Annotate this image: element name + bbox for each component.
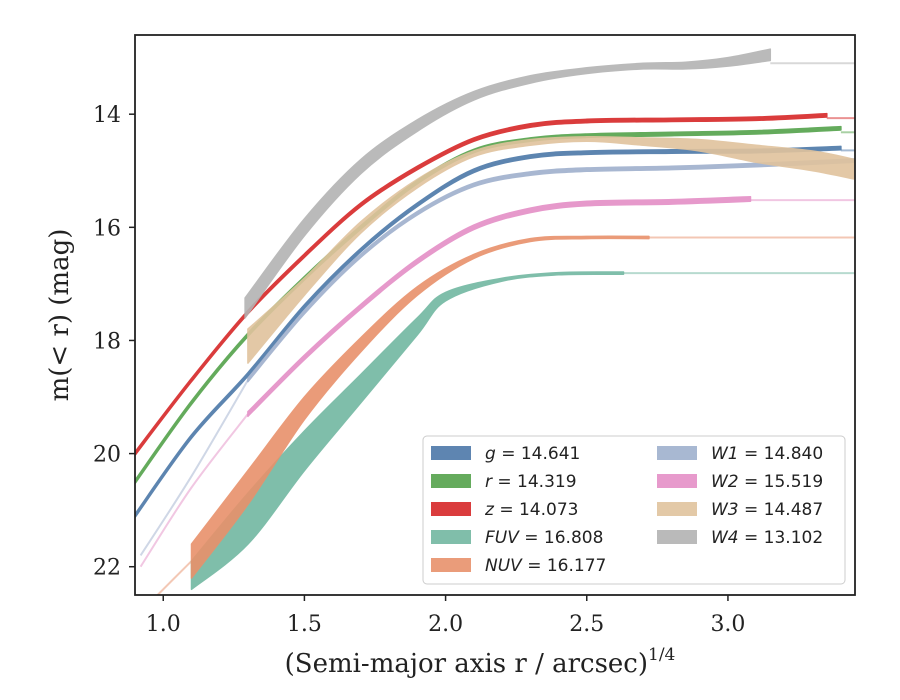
legend-swatch-fuv: [431, 530, 471, 544]
legend-label-w4: W4 = 13.102: [711, 528, 823, 548]
series-w4-band: [244, 48, 772, 319]
series-group: [135, 48, 855, 595]
series-z-band: [135, 112, 828, 457]
series-w2-pre-extension: [139, 413, 249, 568]
legend-swatch-w3: [657, 502, 697, 516]
legend-series-value: = 14.073: [494, 500, 579, 520]
legend-series-name: W3: [711, 500, 739, 520]
legend-label-w1: W1 = 14.840: [711, 444, 823, 464]
plot-frame: [134, 34, 856, 596]
series-w1-pre-extension: [139, 379, 249, 556]
x-tick-label: 2.5: [569, 612, 604, 637]
legend-series-value: = 14.487: [739, 500, 824, 520]
x-axis-label: (Semi-major axis r / arcsec)1/4: [285, 645, 676, 679]
y-tick-label: 20: [93, 443, 121, 468]
axes: 1.0 1.5 2.0 2.5 3.0 14 16 18 20 22: [93, 34, 856, 637]
legend-swatch-nuv: [431, 558, 471, 572]
legend-series-name: W2: [711, 472, 739, 492]
legend-series-value: = 15.519: [739, 472, 824, 492]
series-nuv-pre-extension: [156, 560, 193, 595]
legend-swatch-w2: [657, 474, 697, 488]
x-axis-label-exponent: 1/4: [648, 645, 675, 665]
legend-series-value: = 13.102: [739, 528, 824, 548]
legend-series-name: W1: [711, 444, 739, 464]
y-tick-label: 18: [93, 329, 121, 354]
legend-label-g: g = 14.641: [485, 444, 580, 464]
legend-swatch-r: [431, 474, 471, 488]
y-axis-label: m(< r) (mag): [45, 229, 75, 402]
legend-series-value: = 14.319: [492, 472, 577, 492]
y-tick-label: 14: [93, 103, 121, 128]
legend-series-name: FUV: [485, 528, 520, 548]
legend-swatch-z: [431, 502, 471, 516]
legend-swatch-w1: [657, 446, 697, 460]
legend-label-z: z = 14.073: [484, 500, 578, 520]
series-nuv-band: [190, 235, 650, 579]
legend-series-value: = 16.808: [519, 528, 604, 548]
y-tick-label: 22: [93, 556, 121, 581]
legend-box: [422, 435, 846, 585]
series-w1-band: [247, 158, 855, 383]
legend-label-nuv: NUV = 16.177: [485, 556, 606, 576]
legend-series-name: g: [485, 444, 496, 464]
legend-swatch-g: [431, 446, 471, 460]
legend-series-value: = 14.840: [739, 444, 824, 464]
plot-area: [135, 48, 855, 595]
legend-series-name: z: [484, 500, 495, 520]
legend-series-name: W4: [711, 528, 739, 548]
legend-swatch-w4: [657, 530, 697, 544]
x-tick-label: 3.0: [710, 612, 745, 637]
legend-series-name: r: [485, 472, 493, 492]
legend-label-r: r = 14.319: [485, 472, 577, 492]
x-tick-label: 1.0: [146, 612, 181, 637]
legend-series-value: = 14.641: [496, 444, 581, 464]
series-w3-band: [247, 135, 855, 364]
legend-label-w2: W2 = 15.519: [711, 472, 823, 492]
y-tick-label: 16: [93, 216, 121, 241]
series-w2-band: [247, 196, 752, 418]
series-g-band: [135, 145, 842, 519]
legend-series-value: = 16.177: [522, 556, 607, 576]
legend-label-fuv: FUV = 16.808: [485, 528, 603, 548]
x-tick-label: 2.0: [428, 612, 463, 637]
x-tick-label: 1.5: [287, 612, 322, 637]
legend-label-w3: W3 = 14.487: [711, 500, 823, 520]
legend-series-name: NUV: [485, 556, 523, 576]
series-fuv-band: [190, 271, 625, 591]
